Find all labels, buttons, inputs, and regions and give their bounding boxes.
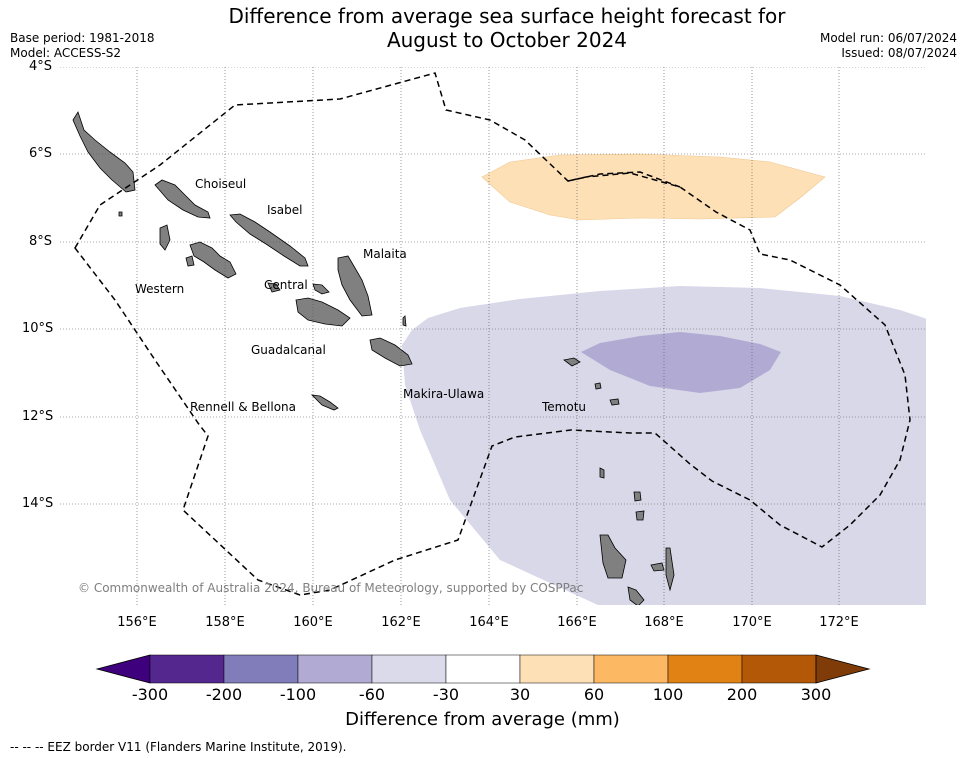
- region-label-central: Central: [264, 278, 308, 292]
- colorbar-extend-high: [815, 654, 871, 684]
- colorbar-tick: 30: [509, 685, 531, 704]
- eez-border-vanuatu: [567, 171, 681, 188]
- lat-label-14s: 14°S: [22, 496, 54, 511]
- colorbar-tick: -200: [205, 685, 243, 704]
- island-kolom: [159, 224, 171, 251]
- colorbar-segment: [149, 654, 225, 684]
- colorbar-segment: [371, 654, 447, 684]
- colorbar-segment: [593, 654, 669, 684]
- colorbar-tick: -100: [279, 685, 317, 704]
- island-banks1: [633, 491, 642, 502]
- copyright-note: © Commonwealth of Australia 2024, Bureau…: [78, 581, 584, 595]
- lat-label-4s: 4°S: [28, 59, 52, 74]
- model-name: Model: ACCESS-S2: [10, 46, 122, 60]
- island-central: [267, 282, 281, 293]
- gridlines: [60, 67, 926, 605]
- region-label-makira: Makira-Ulawa: [403, 387, 485, 401]
- island-banks2: [635, 510, 645, 521]
- colorbar-tick: -60: [358, 685, 386, 704]
- island-makira: [369, 337, 413, 367]
- region-label-choiseul: Choiseul: [195, 177, 247, 191]
- lat-label-8s: 8°S: [28, 234, 52, 249]
- islands: [72, 111, 675, 605]
- region-label-temotu: Temotu: [542, 400, 587, 414]
- lon-label-168e: 168°E: [644, 615, 684, 630]
- colorbar-segment: [297, 654, 373, 684]
- colorbar: [95, 654, 871, 684]
- lat-label-6s: 6°S: [28, 146, 52, 161]
- lon-label-170e: 170°E: [732, 615, 772, 630]
- island-small2: [118, 211, 123, 217]
- title-line-1: Difference from average sea surface heig…: [228, 4, 786, 28]
- lat-label-12s: 12°S: [22, 409, 54, 424]
- region-label-guadalcanal: Guadalcanal: [251, 343, 326, 357]
- colorbar-extend-low: [95, 654, 151, 684]
- region-label-isabel: Isabel: [267, 203, 303, 217]
- island-pentecost: [665, 547, 675, 592]
- island-ambae: [650, 562, 665, 572]
- eez-border-solomon: [74, 72, 911, 596]
- island-choiseul: [72, 111, 136, 193]
- island-espiritu: [599, 534, 627, 579]
- anomaly-region-plus30: [481, 153, 826, 221]
- lon-label-156e: 156°E: [117, 615, 157, 630]
- issued-date: Issued: 08/07/2024: [841, 46, 957, 60]
- lon-label-172e: 172°E: [819, 615, 859, 630]
- island-utupua: [594, 382, 602, 390]
- colorbar-tick: 100: [652, 685, 684, 704]
- lon-label-162e: 162°E: [381, 615, 421, 630]
- island-newgeorgia: [189, 241, 237, 279]
- lon-label-166e: 166°E: [557, 615, 597, 630]
- colorbar-tick: 200: [726, 685, 758, 704]
- lon-label-164e: 164°E: [469, 615, 509, 630]
- region-label-rennell: Rennell & Bellona: [190, 400, 297, 414]
- colorbar-segment: [667, 654, 743, 684]
- island-rendova: [185, 255, 195, 267]
- island-malekula: [627, 586, 645, 605]
- island-santacruz: [563, 357, 581, 367]
- base-period: Base period: 1981-2018: [10, 31, 155, 45]
- lat-label-10s: 10°S: [22, 321, 54, 336]
- model-run: Model run: 06/07/2024: [819, 31, 957, 45]
- colorbar-segment: [223, 654, 299, 684]
- colorbar-segment: [519, 654, 595, 684]
- region-label-western: Western: [135, 282, 185, 296]
- island-guadalcanal: [295, 297, 351, 327]
- colorbar-tick: 60: [583, 685, 605, 704]
- island-torres: [599, 467, 605, 479]
- island-florida: [312, 283, 330, 295]
- island-vanikoro: [609, 398, 620, 406]
- region-label-malaita: Malaita: [363, 247, 407, 261]
- island-isabel: [229, 213, 309, 267]
- map-title: Difference from average sea surface heig…: [0, 4, 965, 52]
- island-malaita: [337, 255, 373, 317]
- anomaly-region-minus60: [581, 332, 781, 393]
- island-rennell: [310, 394, 339, 411]
- colorbar-tick: 300: [800, 685, 832, 704]
- lon-label-158e: 158°E: [205, 615, 245, 630]
- map-plot: [60, 67, 926, 605]
- colorbar-segment: [741, 654, 817, 684]
- island-small1: [402, 315, 407, 327]
- lon-label-160e: 160°E: [293, 615, 333, 630]
- colorbar-tick: -300: [131, 685, 169, 704]
- eez-legend-note: -- -- -- EEZ border V11 (Flanders Marine…: [10, 740, 347, 754]
- colorbar-title: Difference from average (mm): [345, 709, 620, 730]
- colorbar-segment: [445, 654, 521, 684]
- island-vella: [154, 179, 211, 219]
- title-line-2: August to October 2024: [386, 28, 628, 52]
- colorbar-tick: -30: [432, 685, 460, 704]
